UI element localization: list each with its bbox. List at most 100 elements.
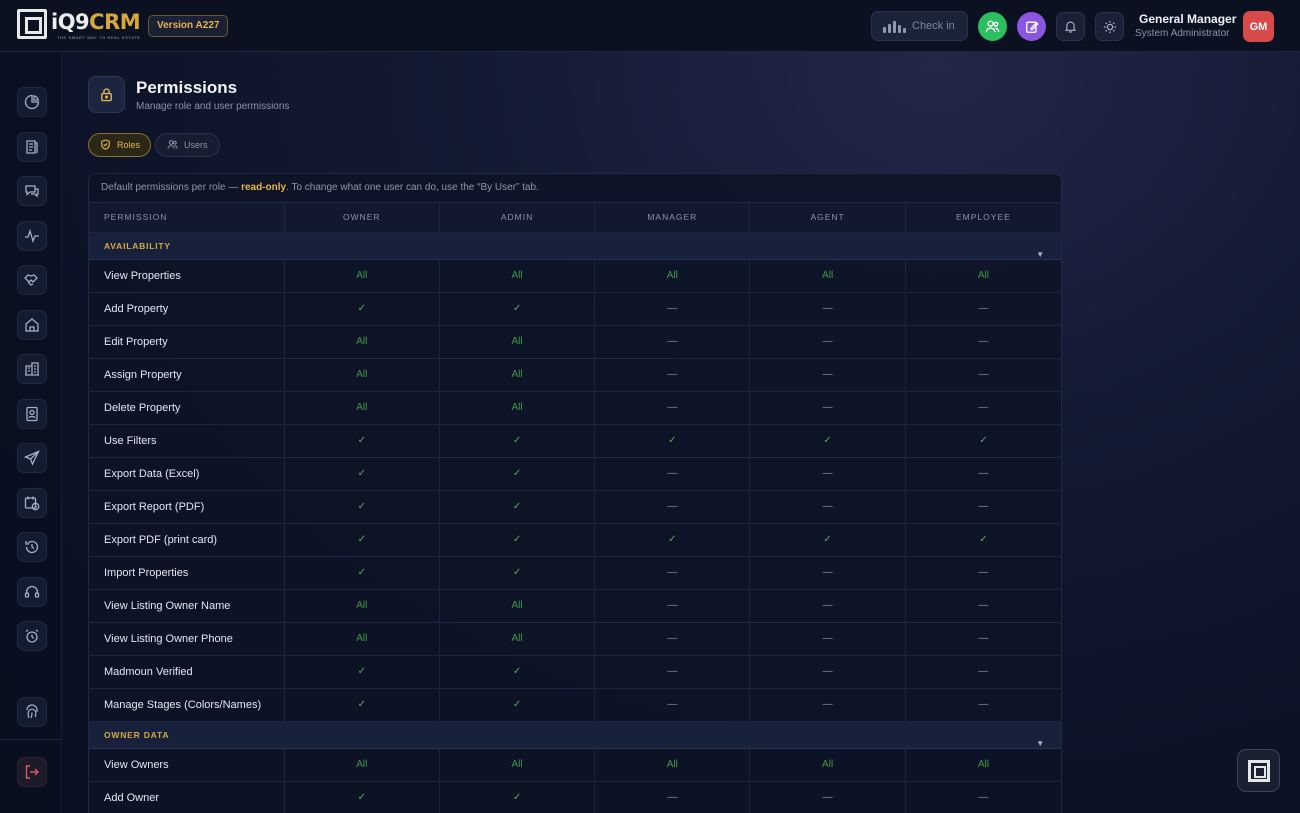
collapse-caret-icon[interactable]: ▼ [1036, 739, 1045, 748]
permission-value: All [750, 749, 906, 781]
app-logo[interactable]: iQ9CRM THE SMART WAY TO REAL ESTATE [17, 9, 141, 41]
permission-name: Use Filters [89, 425, 285, 457]
sidebar-item-properties[interactable] [17, 310, 47, 340]
permission-value: — [978, 633, 989, 644]
permission-value: ✓ [440, 557, 596, 589]
permission-name: Madmoun Verified [89, 656, 285, 688]
shield-icon [101, 139, 110, 150]
table-row: View Properties All All All All All [89, 260, 1061, 293]
section-header[interactable]: OWNER DATA ▼ [89, 722, 1061, 749]
sidebar-item-schedule[interactable] [17, 488, 47, 518]
sidebar-item-projects[interactable] [17, 354, 47, 384]
table-row: Manage Stages (Colors/Names) ✓ ✓ — — — [89, 689, 1061, 722]
floating-logo-button[interactable] [1237, 749, 1280, 792]
table-row: Use Filters ✓ ✓ ✓ ✓ ✓ [89, 425, 1061, 458]
permission-name: Export PDF (print card) [89, 524, 285, 556]
permission-value: ✓ [285, 557, 440, 589]
table-row: View Listing Owner Phone All All — — — [89, 623, 1061, 656]
logout-button[interactable] [17, 757, 47, 787]
logo-mark-icon [1247, 759, 1270, 782]
table-row: Export PDF (print card) ✓ ✓ ✓ ✓ ✓ [89, 524, 1061, 557]
sidebar-item-dashboard[interactable] [17, 87, 47, 117]
table-row: Add Property ✓ ✓ — — — [89, 293, 1061, 326]
handshake-icon [24, 274, 38, 286]
column-header: AGENT [750, 203, 906, 232]
permission-value: ✓ [285, 491, 440, 523]
permission-value: All [285, 749, 440, 781]
permission-value: — [750, 782, 906, 813]
home-icon [25, 318, 39, 332]
permission-value: — [978, 600, 989, 611]
permission-value: ✓ [285, 689, 440, 721]
sidebar-item-attendance[interactable] [17, 697, 47, 727]
permission-value: ✓ [285, 425, 440, 457]
table-row: Madmoun Verified ✓ ✓ — — — [89, 656, 1061, 689]
history-icon [25, 540, 39, 554]
sidebar-item-leads[interactable] [17, 132, 47, 162]
permission-name: Assign Property [89, 359, 285, 391]
avatar[interactable]: GM [1243, 11, 1274, 42]
team-button[interactable] [978, 12, 1007, 41]
sidebar-item-history[interactable] [17, 532, 47, 562]
check-in-button[interactable]: Check in [871, 11, 968, 41]
permission-value: — [750, 656, 906, 688]
permission-value: ✓ [440, 782, 596, 813]
section-title: OWNER DATA [104, 730, 170, 740]
sidebar-item-campaigns[interactable] [17, 443, 47, 473]
column-header: MANAGER [595, 203, 751, 232]
sidebar-item-chat[interactable] [17, 176, 47, 206]
permission-value: All [977, 759, 989, 770]
logout-icon [25, 765, 39, 779]
fingerprint-icon [26, 704, 38, 719]
permission-value: ✓ [440, 656, 596, 688]
permissions-table-card: Default permissions per role — read-only… [88, 173, 1062, 813]
table-body: AVAILABILITY ▼ View Properties All All All All… [89, 233, 1061, 813]
tab-roles-label: Roles [117, 140, 141, 150]
permission-name: View Listing Owner Name [89, 590, 285, 622]
permission-value: All [977, 270, 989, 281]
sun-icon [1103, 20, 1116, 33]
permission-value: — [750, 392, 906, 424]
permission-value: ✓ [979, 435, 988, 446]
permission-value: ✓ [440, 689, 596, 721]
notifications-button[interactable] [1056, 12, 1085, 41]
user-name: General Manager [1139, 12, 1237, 26]
logo-text: iQ9CRM [51, 10, 141, 34]
permissions-page-icon [88, 76, 125, 113]
notes-button[interactable] [1017, 12, 1046, 41]
check-in-label: Check in [912, 20, 955, 32]
sidebar-item-reminders[interactable] [17, 621, 47, 651]
tab-users[interactable]: Users [155, 133, 220, 157]
permission-value: — [595, 689, 751, 721]
permission-value: ✓ [440, 293, 596, 325]
collapse-caret-icon[interactable]: ▼ [1036, 250, 1045, 259]
sidebar-divider [0, 739, 62, 740]
permission-value: — [750, 590, 906, 622]
permission-value: All [595, 749, 751, 781]
permission-value: — [595, 782, 751, 813]
permission-value: — [750, 491, 906, 523]
permission-value: ✓ [750, 425, 906, 457]
permission-value: — [595, 590, 751, 622]
permission-value: ✓ [285, 458, 440, 490]
permission-name: View Properties [89, 260, 285, 292]
permission-value: — [750, 689, 906, 721]
sidebar-item-activity[interactable] [17, 221, 47, 251]
sidebar-item-support[interactable] [17, 577, 47, 607]
sidebar-item-deals[interactable] [17, 265, 47, 295]
activity-icon [25, 228, 39, 243]
theme-toggle-button[interactable] [1095, 12, 1124, 41]
bell-icon [1064, 21, 1077, 33]
sidebar-item-contacts[interactable] [17, 399, 47, 429]
users-icon [167, 140, 178, 149]
permission-value: — [978, 666, 989, 677]
tab-roles[interactable]: Roles [88, 133, 151, 157]
permission-value: All [285, 260, 440, 292]
permission-value: ✓ [595, 524, 751, 556]
permission-value: — [595, 458, 751, 490]
permission-value: All [285, 392, 440, 424]
section-header[interactable]: AVAILABILITY ▼ [89, 233, 1061, 260]
permission-value: — [750, 623, 906, 655]
permission-value: All [595, 260, 751, 292]
table-header-row: PERMISSION OWNER ADMIN MANAGER AGENT EMP… [89, 203, 1061, 233]
